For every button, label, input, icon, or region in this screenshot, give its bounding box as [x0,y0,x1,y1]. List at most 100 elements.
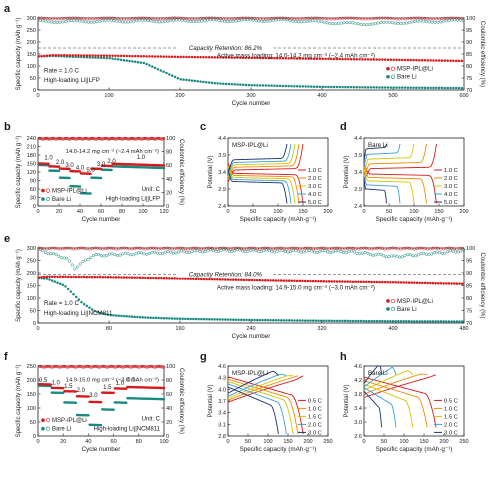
data-point [184,277,187,280]
ce-point [363,250,367,254]
rate-step-label: 2.0 [56,160,65,166]
x-axis-label: Specific capacity (mAh·g⁻¹) [240,216,317,223]
ce-point [456,18,460,22]
data-point [333,319,336,323]
charge-curve [227,375,294,399]
data-point [287,57,290,60]
x-tick-label: 60 [98,209,104,215]
y2-tick-label: 75 [466,76,472,82]
charge-curve [363,366,397,388]
ce-point [157,20,161,24]
data-point [361,86,364,89]
data-point [200,277,203,281]
x-tick-label: 40 [85,439,91,445]
data-point [48,54,52,57]
ce-point [285,18,289,22]
ce-point [126,20,130,24]
data-point [112,408,115,411]
data-point [266,318,270,322]
data-point [311,319,315,322]
data-point [57,169,61,173]
ce-point [342,251,346,255]
data-point [274,319,278,322]
data-point [247,318,251,322]
discharge-curve [363,376,437,428]
data-point [279,279,283,282]
ce-point [161,365,165,369]
panel-a: 0 100 200 300 400 500 600 0 50 100 150 200 250 300 70 7… [16,16,485,107]
ce-point [264,17,268,21]
data-point [330,319,334,323]
ce-point [443,251,447,255]
ce-point [451,249,455,253]
y-tick-label: 2.6 [354,434,362,440]
data-point [256,84,259,87]
ce-point [379,21,383,25]
data-point [173,317,176,320]
ce-point [296,249,300,253]
ce-point [57,136,61,140]
ce-point [331,22,335,26]
data-point [290,319,294,322]
ce-point [103,136,107,140]
ce-point [162,136,166,140]
ce-point [161,251,165,255]
ce-point [49,252,53,256]
y2-tick-label: 40 [166,177,172,183]
ce-point [283,249,287,253]
y2-tick-label: 20 [166,190,172,196]
data-point [290,279,294,282]
data-point [450,320,453,323]
data-point [63,54,66,57]
ce-point [374,253,378,257]
y2-tick-label: 0 [166,204,169,210]
y-axis-label: Potential (V) [208,155,214,188]
ce-point [240,18,244,22]
data-point [317,319,320,322]
ce-point [230,17,234,21]
data-point [389,319,392,323]
x-axis-label: Cycle number [232,100,271,107]
data-point [186,277,190,280]
data-point [418,320,421,323]
x-tick-label: 0 [226,439,229,445]
data-point [230,82,234,86]
ce-point [106,18,110,22]
ce-point [211,18,215,22]
ce-point [373,22,377,26]
ce-point [83,136,87,140]
y-tick-label: 100 [27,406,36,412]
data-point [354,280,357,283]
ce-point [84,20,88,24]
data-point [162,276,166,280]
data-point [449,59,452,62]
ce-point [129,20,133,24]
data-point [415,281,419,285]
x-axis-label: Cycle number [82,446,121,453]
data-point [105,54,109,57]
ce-point [65,16,69,20]
charge-curve [227,373,287,397]
y-tick-label: 4.2 [354,378,362,384]
ce-point [245,18,249,22]
discharge-curve [227,168,292,204]
data-point [131,54,134,58]
ce-point [209,18,213,22]
panel-f: 0 20 40 60 80 100050100150200250020406080100C… [16,364,184,453]
ce-point [459,249,463,253]
data-point [162,386,166,390]
ce-point [83,258,87,262]
x-tick-label: 80 [136,439,142,445]
charge-curve [227,143,292,175]
ce-point [243,18,247,22]
data-point [176,277,179,280]
ce-point [172,18,176,22]
data-point [193,79,197,83]
data-point [359,319,363,323]
ce-point [214,249,218,253]
ce-point [198,249,202,253]
data-point [314,319,318,322]
ce-point [146,137,150,141]
data-point [400,58,404,62]
data-point [273,84,276,88]
